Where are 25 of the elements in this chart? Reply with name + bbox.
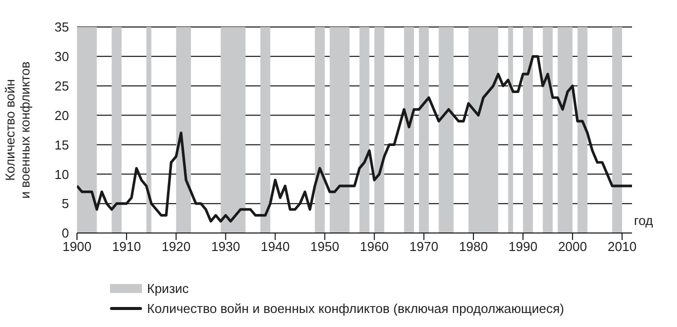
x-axis-title: год (634, 213, 654, 228)
line-series (77, 55, 632, 223)
y-tick-label: 0 (62, 226, 69, 241)
x-tick-label: 2000 (558, 239, 587, 254)
x-tick-label: 1920 (162, 239, 191, 254)
y-tick-label: 25 (54, 78, 69, 94)
x-tick-label: 1980 (458, 239, 488, 254)
x-tick-label: 1970 (409, 239, 438, 254)
y-tick-label: 20 (54, 108, 69, 123)
legend-label: Кризис (147, 280, 189, 296)
y-tick-label: 30 (54, 49, 69, 64)
y-tick-label: 15 (54, 137, 69, 152)
legend-label: Количество войн и военных конфликтов (включая продолжающиеся) (147, 300, 564, 316)
y-tick-label: 10 (54, 166, 69, 182)
x-tick-label: 2010 (608, 239, 637, 254)
x-tick-label: 1900 (62, 239, 92, 254)
x-tick-label: 1990 (508, 239, 538, 254)
x-tick-label: 1960 (360, 239, 389, 254)
x-tick-label: 1910 (112, 239, 142, 254)
x-tick-label: 1940 (260, 239, 290, 254)
x-tick-label: 1950 (310, 239, 340, 254)
y-axis-title: Количество войн и военных конфликтов (2, 61, 32, 199)
x-tick-label: 1930 (211, 239, 240, 254)
y-tick-label: 5 (62, 196, 69, 212)
y-tick-label: 35 (54, 20, 69, 35)
